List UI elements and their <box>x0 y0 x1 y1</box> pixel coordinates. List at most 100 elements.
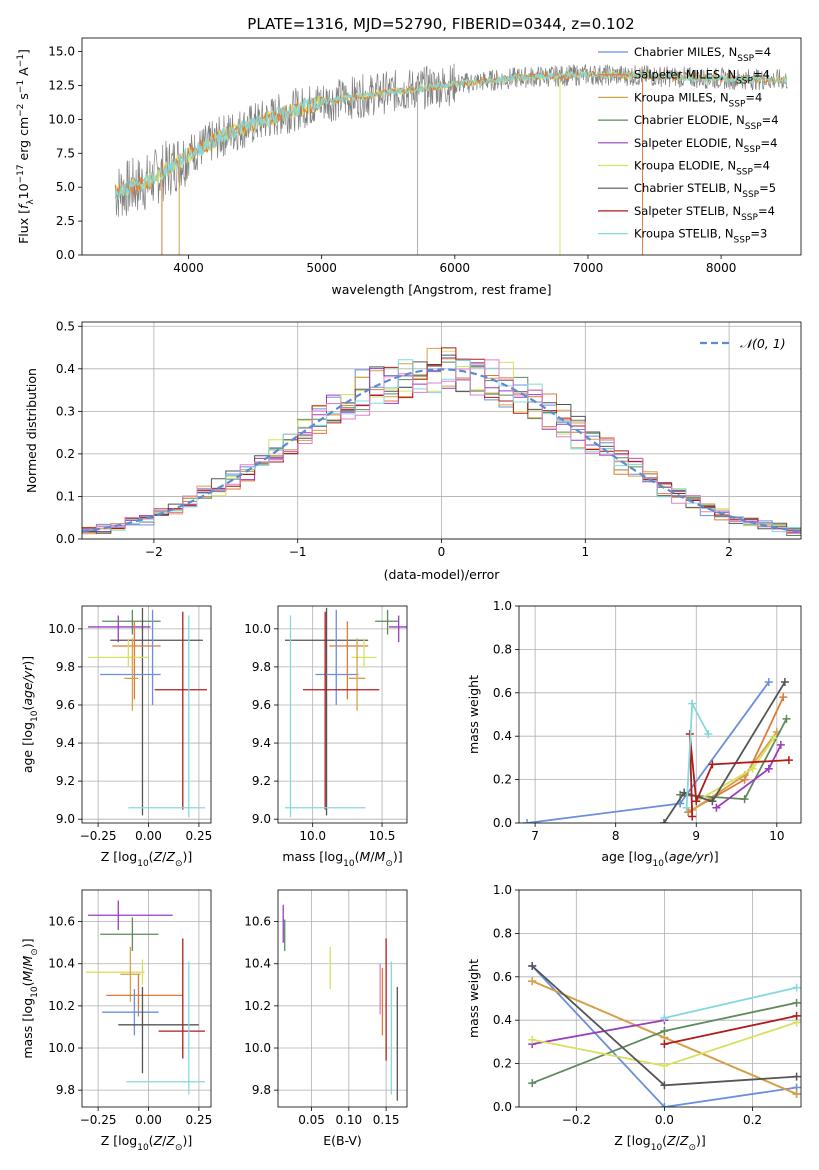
age_vs_mass-ytick-label: 9.2 <box>252 774 271 788</box>
spectrum-ytick-label: 5.0 <box>56 180 75 194</box>
residuals-xtick-label: 0 <box>438 545 446 559</box>
mass_vs_Z-ylabel-part: / <box>20 966 35 971</box>
mass_vs_Z-ytick-label: 10.0 <box>48 1041 75 1055</box>
legend-label: Salpeter MILES, NSSP=4 <box>634 68 770 87</box>
errorbar-salpeter-elodie <box>388 615 407 643</box>
legend-normal-label: 𝒩(0, 1) <box>740 336 786 351</box>
legend-label: Salpeter STELIB, NSSP=4 <box>634 204 775 223</box>
legend-label-part: =4 <box>753 159 770 173</box>
massweight_vs_age-xlabel-part: )] <box>709 849 719 864</box>
mass_vs_Z-xlabel-part: Z <box>165 1133 175 1148</box>
age-vs-metallicity-panel: −0.25 0.00 0.259.09.29.49.69.810.0Z [log10… <box>20 605 213 869</box>
series-chabrier-elodie <box>528 998 801 1088</box>
series-chabrier-elodie <box>676 714 791 804</box>
mass_vs_Z-xtick-label: 0.00 <box>135 1113 162 1127</box>
legend-label-part: SSP <box>734 236 751 246</box>
mass_vs_Z-ylabel-part: mass [log <box>20 998 35 1059</box>
spectrum-xtick-label: 6000 <box>440 261 471 275</box>
massweight_vs_Z-ytick-label: 0.6 <box>493 970 512 984</box>
legend-label-part: SSP <box>742 190 759 200</box>
massweight_vs_Z-ytick-label: 1.0 <box>493 883 512 897</box>
spectrum-ytick-label: 12.5 <box>48 78 75 92</box>
series-salpeter-stelib-marker <box>688 812 697 821</box>
age_vs_Z-plot-area <box>88 607 207 818</box>
age_vs_mass-xtick-label: 10.5 <box>369 829 396 843</box>
massweight_vs_Z-xlabel-part: Z [log <box>614 1133 650 1148</box>
legend-label-part: SSP <box>744 145 761 155</box>
series-kroupa-elodie-marker <box>748 764 757 773</box>
mass_vs_EBV-xtick-label: 0.15 <box>373 1113 400 1127</box>
massweight_vs_age-frame <box>518 605 802 824</box>
massweight_vs_Z-xlabel-part: ⊙ <box>688 1143 696 1153</box>
mass_vs_Z-ylabel-part: ( <box>20 982 35 987</box>
massweight_vs_age-ytick-label: 0.4 <box>493 729 512 743</box>
residuals-ytick-label: 0.0 <box>56 532 75 546</box>
mass_vs_Z-ylabel-part: M <box>20 955 35 966</box>
legend-label: Chabrier MILES, NSSP=4 <box>634 45 771 64</box>
errorbar-salpeter-stelib <box>158 938 205 1059</box>
age_vs_Z-xlabel-part: Z [log <box>101 849 137 864</box>
age_vs_Z-xlabel-part: ⊙ <box>175 859 183 869</box>
massweight_vs_Z-ytick-label: 0.4 <box>493 1013 512 1027</box>
series-kroupa-stelib-marker <box>688 699 697 708</box>
massweight_vs_age-xtick-label: 8 <box>612 829 620 843</box>
residuals-xtick-label: 1 <box>581 545 589 559</box>
age_vs_mass-xlabel-part: / <box>370 849 375 864</box>
massweight_vs_age-ytick-label: 0.8 <box>493 642 512 656</box>
age_vs_mass-xlabel-part: ( <box>355 849 360 864</box>
massweight_vs_Z-ytick-label: 0.0 <box>493 1100 512 1114</box>
errorbar-kroupa-elodie <box>86 959 145 985</box>
spectrum-ytick-label: 10.0 <box>48 112 75 126</box>
spectrum-ytick-label: 15.0 <box>48 45 75 59</box>
age_vs_mass-xlabel-part: )] <box>393 849 403 864</box>
legend-label: Kroupa ELODIE, NSSP=4 <box>634 159 770 178</box>
legend-label: Salpeter ELODIE, NSSP=4 <box>634 136 777 155</box>
age_vs_Z-xtick-label: 0.25 <box>186 829 213 843</box>
legend-label-part: Chabrier MILES, N <box>634 45 737 59</box>
series-chabrier-stelib-marker <box>780 677 789 686</box>
series-kroupa-stelib-marker <box>660 1014 669 1023</box>
mass_vs_Z-xlabel-part: Z [log <box>101 1133 137 1148</box>
errorbar-kroupa-stelib <box>128 615 205 818</box>
errorbar-salpeter-miles <box>329 621 369 700</box>
series-salpeter-stelib-marker <box>708 760 717 769</box>
series-chabrier-stelib-marker <box>708 797 717 806</box>
massweight_vs_Z-frame <box>518 889 802 1108</box>
mass_vs_EBV-xlabel-part: E(B-V) <box>323 1133 362 1148</box>
age_vs_mass-ytick-label: 9.6 <box>252 698 271 712</box>
massweight_vs_Z-xtick-label: 0.0 <box>655 1113 674 1127</box>
age_vs_Z-ytick-label: 9.2 <box>56 774 75 788</box>
errorbar-chabrier-stelib <box>110 607 203 816</box>
age_vs_Z-xlabel-part: Z <box>153 849 163 864</box>
errorbar-chabrier-stelib <box>118 986 199 1074</box>
massweight_vs_age-xlabel-part: 10 <box>653 859 665 869</box>
spectrum-ylabel-part: A <box>16 67 31 80</box>
massweight_vs_age-plot-area <box>523 677 793 823</box>
errorbar-kroupa-stelib <box>284 615 366 818</box>
series-salpeter-stelib-line <box>688 733 789 817</box>
age_vs_Z-ylabel-part: 10 <box>30 710 40 722</box>
errorbar-salpeter-elodie <box>88 615 151 643</box>
massweight_vs_Z-plot-area <box>528 961 801 1107</box>
legend-label-part: Kroupa STELIB, N <box>634 227 734 241</box>
series-kroupa-stelib <box>660 983 801 1023</box>
errorbar-kroupa-miles <box>124 638 139 711</box>
mass_vs_Z-ytick-label: 10.6 <box>48 915 75 929</box>
age_vs_Z-xlabel-part: )] <box>182 849 192 864</box>
age_vs_Z-xlabel-part: 10 <box>137 859 149 869</box>
series-kroupa-stelib-marker <box>792 983 801 992</box>
errorbar-kroupa-miles <box>120 946 141 1002</box>
series-chabrier-miles-marker <box>660 1103 669 1107</box>
spectrum-xtick-label: 7000 <box>573 261 604 275</box>
massweight_vs_age-xtick-label: 9 <box>692 829 700 843</box>
age_vs_mass-ytick-label: 9.0 <box>252 812 271 826</box>
series-chabrier-elodie-marker <box>782 714 791 723</box>
errorbar-salpeter-stelib <box>302 611 380 810</box>
massweight_vs_Z-xlabel-part: )] <box>696 1133 706 1148</box>
legend-label-part: =4 <box>761 136 778 150</box>
mass_vs_Z-xlabel-part: )] <box>182 1133 192 1148</box>
legend-label-part: Salpeter ELODIE, N <box>634 136 744 150</box>
